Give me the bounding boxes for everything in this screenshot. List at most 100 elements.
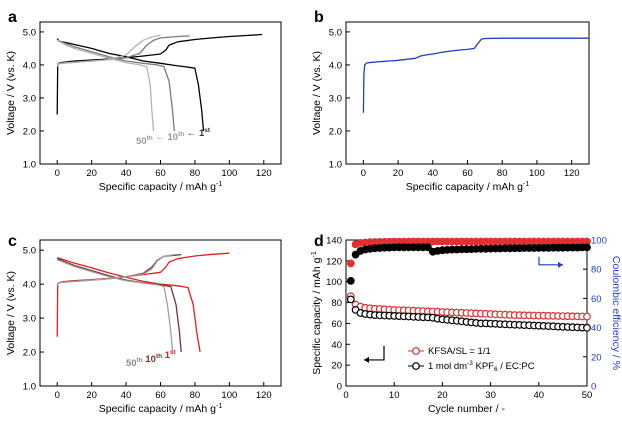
y-tick-label: 80 [331, 298, 342, 309]
y-tick-label: 120 [326, 256, 342, 267]
series-line-c-4 [56, 253, 175, 287]
y-tick-label: 3.0 [329, 93, 342, 104]
data-point [583, 312, 591, 321]
x-tick-label: 60 [155, 390, 166, 401]
y-tick-label: 3.0 [23, 93, 36, 104]
y-axis-label: Voltage / V (vs. K) [5, 271, 17, 355]
x-tick-label: 40 [427, 168, 438, 179]
plot-frame [345, 21, 590, 165]
panel-label-c: c [8, 233, 17, 250]
data-point [583, 323, 591, 332]
legend-label: 1 mol dm-3 KPF6 / EC:PC [428, 360, 535, 373]
y-axis-label-text: Voltage / V (vs. K) [5, 271, 17, 355]
left-axis-arrow [364, 345, 385, 361]
y-tick-label: 1.0 [23, 160, 36, 171]
right-axis-arrowhead [558, 261, 563, 268]
legend-marker [412, 362, 420, 370]
cycle-label: 1 [162, 350, 171, 361]
y2-tick-label: 60 [591, 294, 602, 305]
y-axis-label-text: Specific capacity / mAh g [311, 257, 323, 374]
x-axis-label-sup: -1 [216, 181, 222, 188]
y-tick-label: 0 [337, 382, 342, 393]
y-tick-label: 2.0 [23, 348, 36, 359]
series-line-a-1 [56, 38, 205, 132]
x-axis-label: Cycle number / - [428, 403, 506, 415]
legend-text: KFSA/SL = 1/1 [428, 346, 491, 357]
x-axis-label-sup: -1 [523, 181, 529, 188]
cycle-label: 50 [126, 358, 137, 369]
x-tick-label: 120 [256, 390, 272, 401]
x-axis-label: Specific capacity / mAh g-1 [99, 403, 223, 415]
x-tick-label: 0 [55, 390, 60, 401]
cycle-label: ← 10 [153, 132, 178, 143]
x-tick-label: 40 [534, 390, 545, 401]
panel-a: a 0 20 40 60 80 100 120 1.0 2.0 3.0 4.0 5.0 Specific … [5, 9, 282, 193]
x-axis-label: Specific capacity / mAh g-1 [406, 181, 530, 193]
x-axis-label-text: Specific capacity / mAh g [99, 403, 216, 415]
y-tick-label: 140 [326, 236, 342, 247]
x-tick-label: 80 [497, 168, 508, 179]
cycle-labels-c: 50th 10th 1st [126, 349, 177, 369]
y-tick-label: 1.0 [23, 382, 36, 393]
x-tick-label: 80 [190, 390, 201, 401]
y2-tick-label: 0 [591, 382, 596, 393]
x-tick-label: 10 [389, 390, 400, 401]
panel-label-b: b [314, 9, 324, 26]
y-tick-label: 2.0 [329, 126, 342, 137]
panel-label-d: d [314, 233, 324, 250]
legend-item: 1 mol dm-3 KPF6 / EC:PC [408, 360, 535, 373]
x-axis-label-text: Cycle number / - [428, 403, 506, 415]
y-tick-label: 4.0 [23, 60, 36, 71]
cycle-label-sup: st [170, 349, 177, 356]
panel-label-a: a [8, 9, 17, 26]
x-tick-label: 40 [121, 390, 132, 401]
y2-axis-label: Coulombic efficiency / % [610, 256, 622, 370]
y-tick-label: 5.0 [329, 27, 342, 38]
series-line-a-3 [56, 39, 175, 132]
x-tick-label: 0 [343, 390, 348, 401]
x-tick-label: 20 [86, 168, 97, 179]
legend-marker [412, 347, 420, 355]
y-tick-label: 5.0 [23, 246, 36, 257]
y-axis-label: Voltage / V (vs. K) [311, 51, 323, 135]
panel-b: b 0 20 40 60 80 100 120 1.0 2.0 3.0 4.0 5.0 Specific … [311, 9, 590, 193]
x-tick-label: 0 [55, 168, 60, 179]
y-tick-label: 4.0 [329, 60, 342, 71]
left-axis-arrowhead [364, 356, 369, 363]
plot-frame [39, 239, 282, 387]
y2-tick-label: 40 [591, 323, 602, 334]
y-axis-label-sup: -1 [311, 251, 318, 257]
cycle-label-sup: th [147, 135, 153, 142]
x-tick-label: 120 [256, 168, 272, 179]
x-tick-label: 60 [155, 168, 166, 179]
right-axis-arrow [538, 256, 563, 266]
series-line-c-5 [56, 259, 174, 353]
y2-tick-label: 20 [591, 352, 602, 363]
cycle-label-sup: st [204, 127, 211, 134]
y-tick-label: 40 [331, 340, 342, 351]
x-tick-label: 100 [221, 168, 237, 179]
y-axis-label-text: Voltage / V (vs. K) [5, 51, 17, 135]
series-line-a-4 [56, 34, 161, 67]
panel-c: c 0 20 40 60 80 100 120 1.0 2.0 3.0 4.0 5.0 Specific … [5, 233, 282, 415]
x-tick-label: 120 [564, 168, 580, 179]
y-axis-label-text: Voltage / V (vs. K) [311, 51, 323, 135]
x-axis-label-sup: -1 [216, 403, 222, 410]
y-tick-label: 2.0 [23, 126, 36, 137]
x-axis-label-text: Specific capacity / mAh g [406, 181, 523, 193]
legend-label: KFSA/SL = 1/1 [428, 346, 491, 357]
series-line-c-1 [57, 257, 201, 353]
legend-item: KFSA/SL = 1/1 [408, 346, 491, 357]
series-line-c-3 [56, 258, 182, 353]
x-tick-label: 60 [462, 168, 473, 179]
cycle-label: 50 [136, 136, 147, 147]
x-axis-label: Specific capacity / mAh g-1 [99, 181, 223, 193]
x-tick-label: 0 [361, 168, 366, 179]
series-2 [346, 237, 591, 268]
y-tick-label: 20 [331, 361, 342, 372]
series-line-a-0 [56, 33, 263, 115]
x-tick-label: 80 [190, 168, 201, 179]
legend-text: / EC:PC [498, 361, 535, 372]
